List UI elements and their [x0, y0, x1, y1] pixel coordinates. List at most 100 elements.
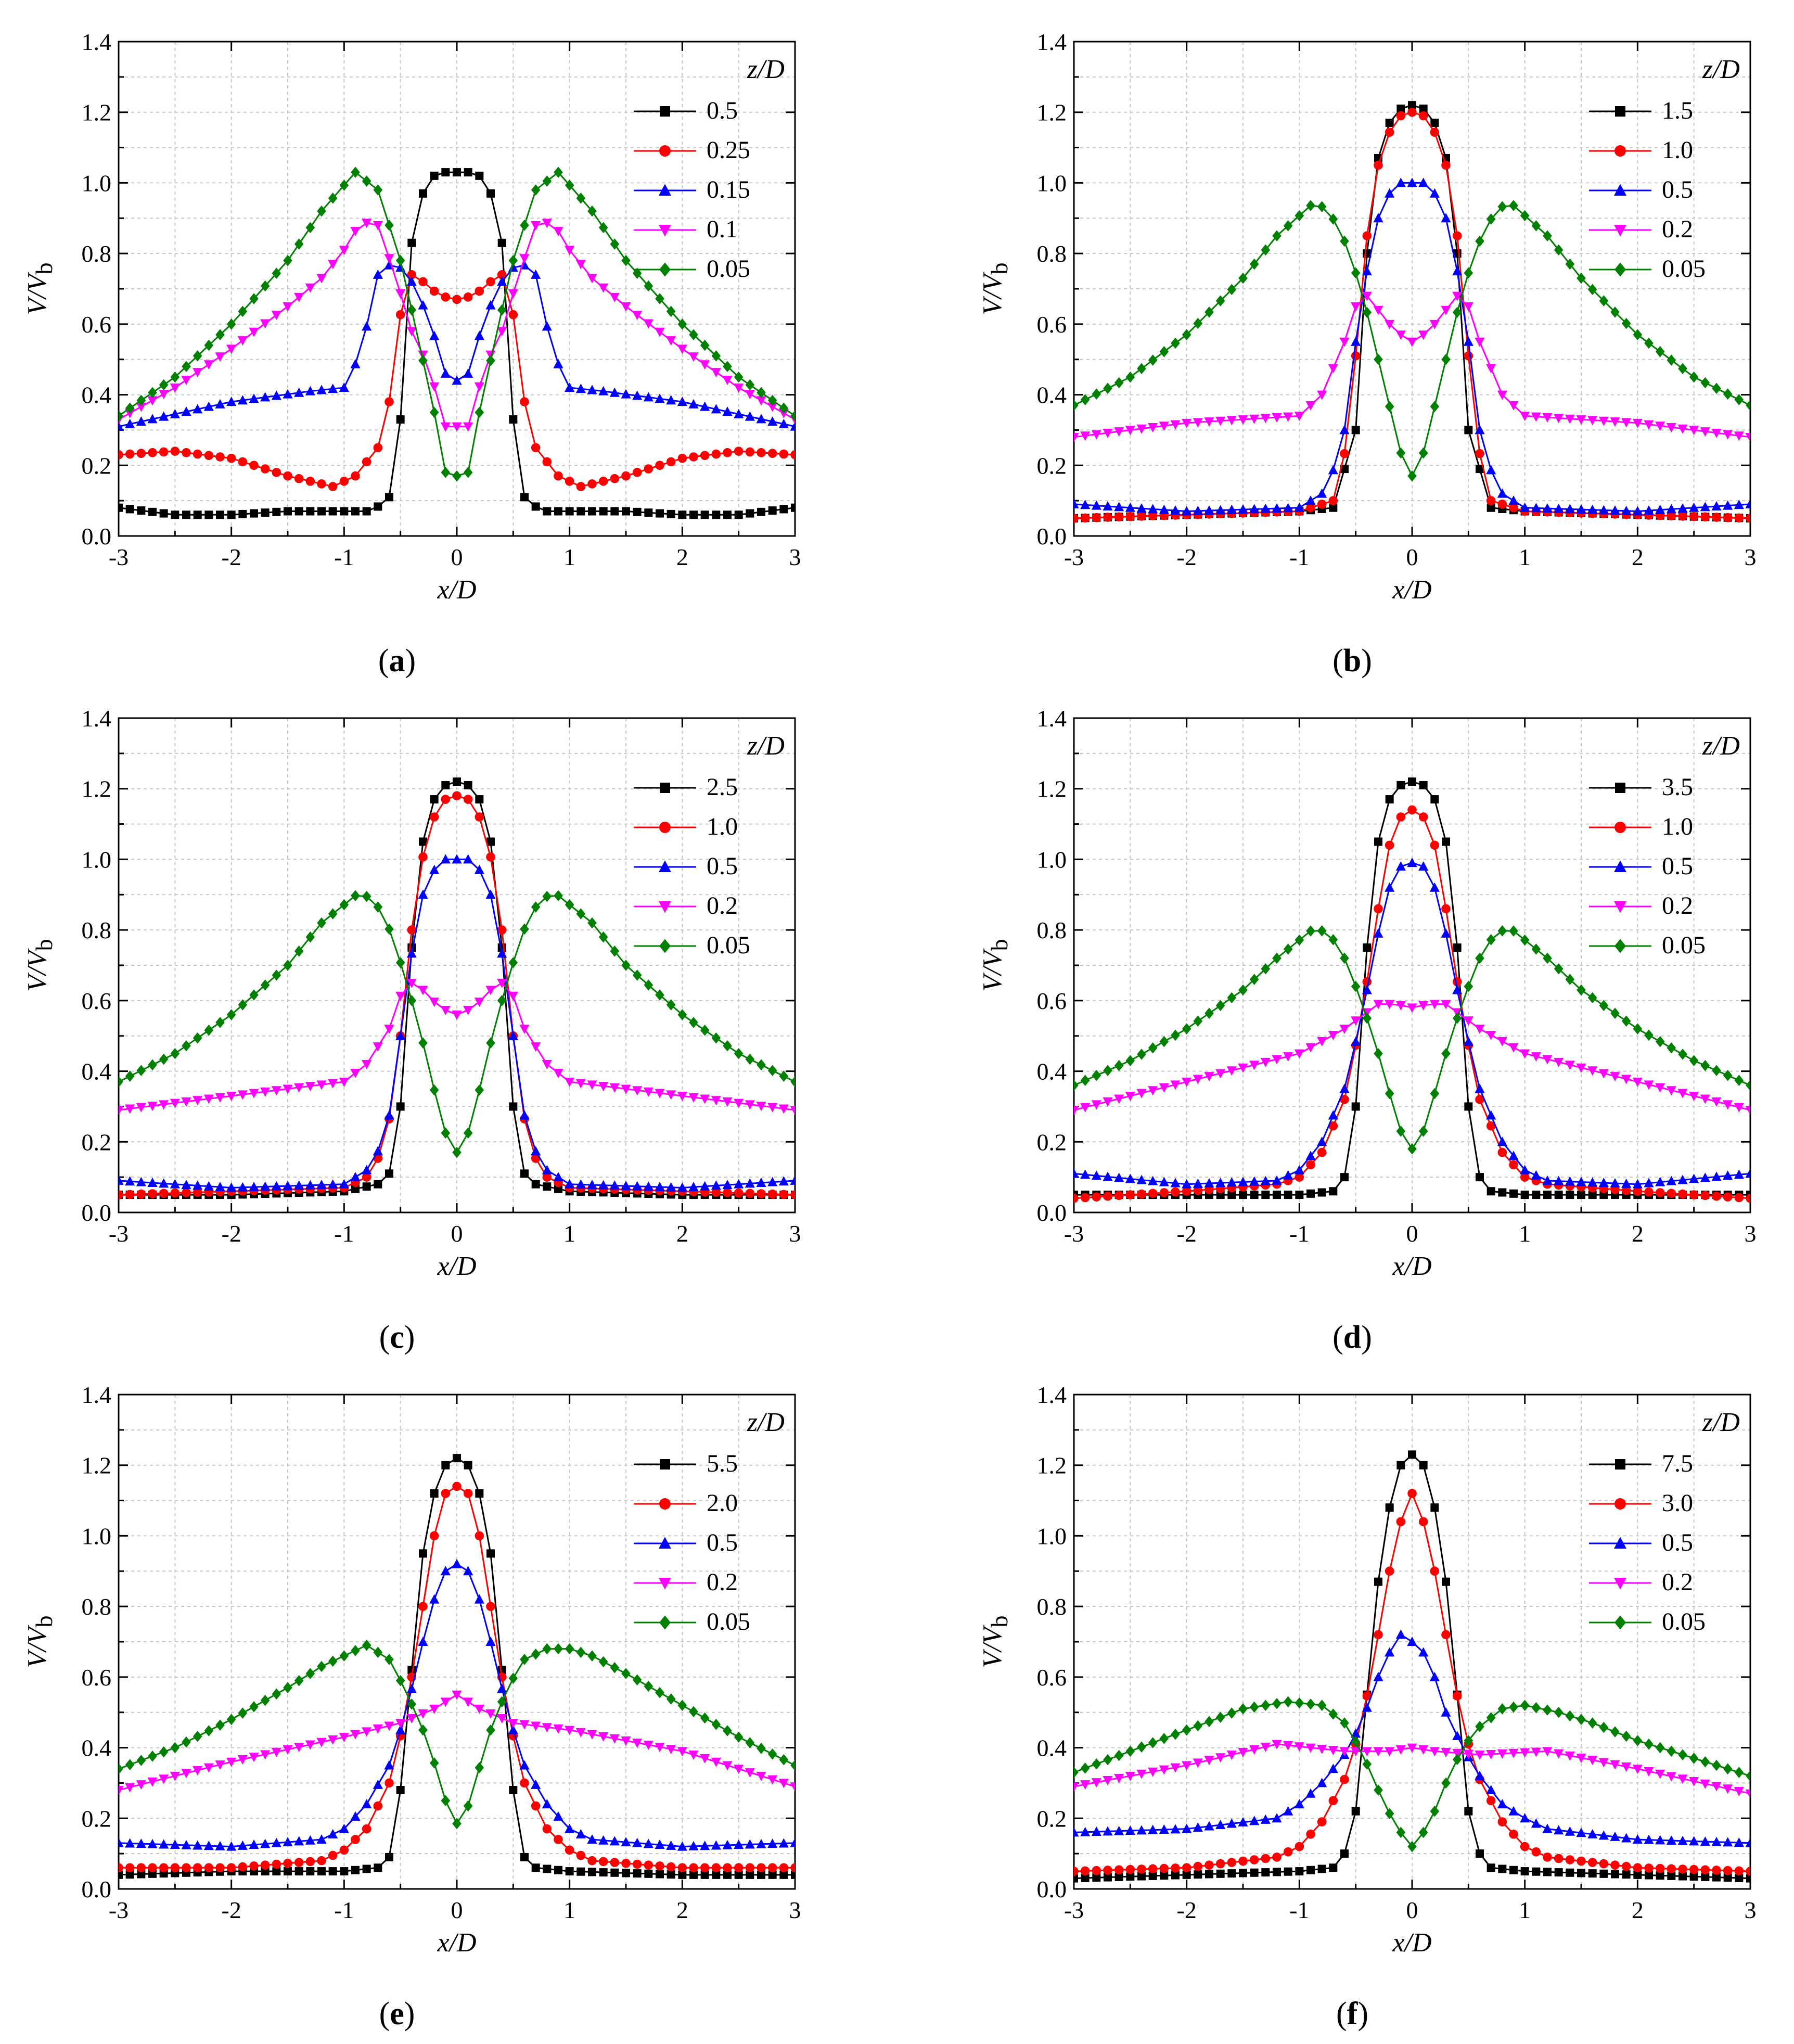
y-tick-label: 0.8 [1037, 1593, 1067, 1620]
legend-label: 0.2 [707, 892, 738, 919]
data-point [441, 1489, 451, 1498]
data-point [1565, 1751, 1575, 1761]
data-point [1362, 306, 1372, 318]
data-point [734, 1098, 744, 1108]
data-point [1148, 423, 1158, 432]
data-point [745, 1863, 755, 1873]
data-point [1295, 1172, 1304, 1182]
data-point [609, 292, 620, 302]
legend-marker [1614, 939, 1626, 953]
x-tick-label: 1 [1519, 1897, 1531, 1923]
data-point [418, 986, 428, 995]
data-point [712, 1870, 721, 1879]
data-point [722, 1097, 733, 1107]
data-point [181, 1180, 191, 1190]
data-point [1700, 512, 1710, 522]
data-point [1171, 1863, 1180, 1873]
x-tick-label: -1 [334, 1220, 354, 1247]
data-point [711, 1757, 721, 1767]
legend-marker [1614, 262, 1626, 277]
data-point [1260, 503, 1271, 513]
data-point [508, 1719, 518, 1729]
data-point [1261, 1868, 1270, 1877]
data-point [441, 781, 450, 789]
data-point [554, 890, 563, 902]
data-point [1272, 1813, 1282, 1823]
data-point [283, 960, 292, 971]
data-point [1543, 1191, 1552, 1199]
data-point [1723, 1837, 1733, 1847]
data-point [1170, 505, 1181, 515]
data-point [1374, 904, 1383, 914]
legend-label: 2.0 [707, 1489, 738, 1517]
data-point [305, 222, 315, 234]
data-point [260, 392, 271, 402]
data-point [1159, 1188, 1169, 1197]
data-point [1396, 1461, 1405, 1470]
data-point [1215, 1859, 1225, 1869]
data-point [1486, 1750, 1496, 1760]
data-point [621, 1837, 631, 1847]
data-point [328, 1867, 337, 1876]
data-point [159, 390, 169, 400]
data-point [362, 1864, 371, 1873]
data-point [215, 1841, 225, 1850]
series-0.5 [119, 168, 795, 519]
data-point [1306, 200, 1315, 211]
data-point [745, 1100, 755, 1110]
data-point [1385, 840, 1394, 850]
y-tick-label: 1.4 [82, 1382, 112, 1408]
data-point [1339, 1083, 1350, 1093]
data-point [119, 1175, 124, 1185]
data-point [632, 1086, 643, 1096]
data-point [1260, 1814, 1271, 1824]
data-point [1329, 1187, 1338, 1196]
data-point [474, 1594, 484, 1604]
x-tick-label: -2 [1177, 1220, 1197, 1247]
data-point [1407, 1637, 1417, 1646]
data-point [1080, 1866, 1090, 1876]
series-0.05 [119, 167, 795, 482]
data-point [1317, 390, 1327, 400]
data-point [1429, 320, 1440, 329]
data-point [119, 1863, 123, 1873]
data-point [688, 352, 699, 362]
data-point [1328, 1796, 1338, 1806]
y-axis-label: V/Vb [22, 939, 57, 992]
data-point [119, 450, 123, 459]
data-point [1317, 1744, 1327, 1754]
data-point [125, 1759, 135, 1770]
data-point [1250, 1868, 1259, 1877]
data-point [1074, 1106, 1079, 1116]
data-point [1272, 1740, 1282, 1749]
data-point [1125, 1190, 1135, 1199]
data-point [418, 300, 428, 310]
data-point [587, 479, 597, 489]
data-point [610, 238, 620, 250]
data-point [1441, 1000, 1451, 1010]
data-point [1125, 426, 1135, 436]
data-point [575, 1179, 586, 1189]
data-point [328, 908, 338, 919]
data-point [305, 477, 315, 486]
data-point [249, 989, 259, 1001]
data-point [418, 277, 428, 287]
legend-marker [659, 901, 671, 913]
data-point [136, 394, 146, 406]
data-point [1655, 1742, 1665, 1754]
data-point [1114, 377, 1124, 389]
data-point [305, 1180, 315, 1190]
data-point [723, 361, 732, 373]
data-point [1306, 503, 1315, 513]
data-point [238, 457, 248, 467]
data-point [1193, 1185, 1203, 1195]
data-point [1475, 425, 1485, 435]
data-point [520, 923, 529, 935]
x-tick-label: -3 [1064, 1220, 1084, 1247]
data-point [1080, 1780, 1091, 1790]
data-point [1284, 1191, 1292, 1199]
data-point [317, 507, 326, 516]
data-point [1317, 201, 1327, 213]
data-point [204, 1863, 214, 1873]
data-point [778, 1176, 789, 1186]
